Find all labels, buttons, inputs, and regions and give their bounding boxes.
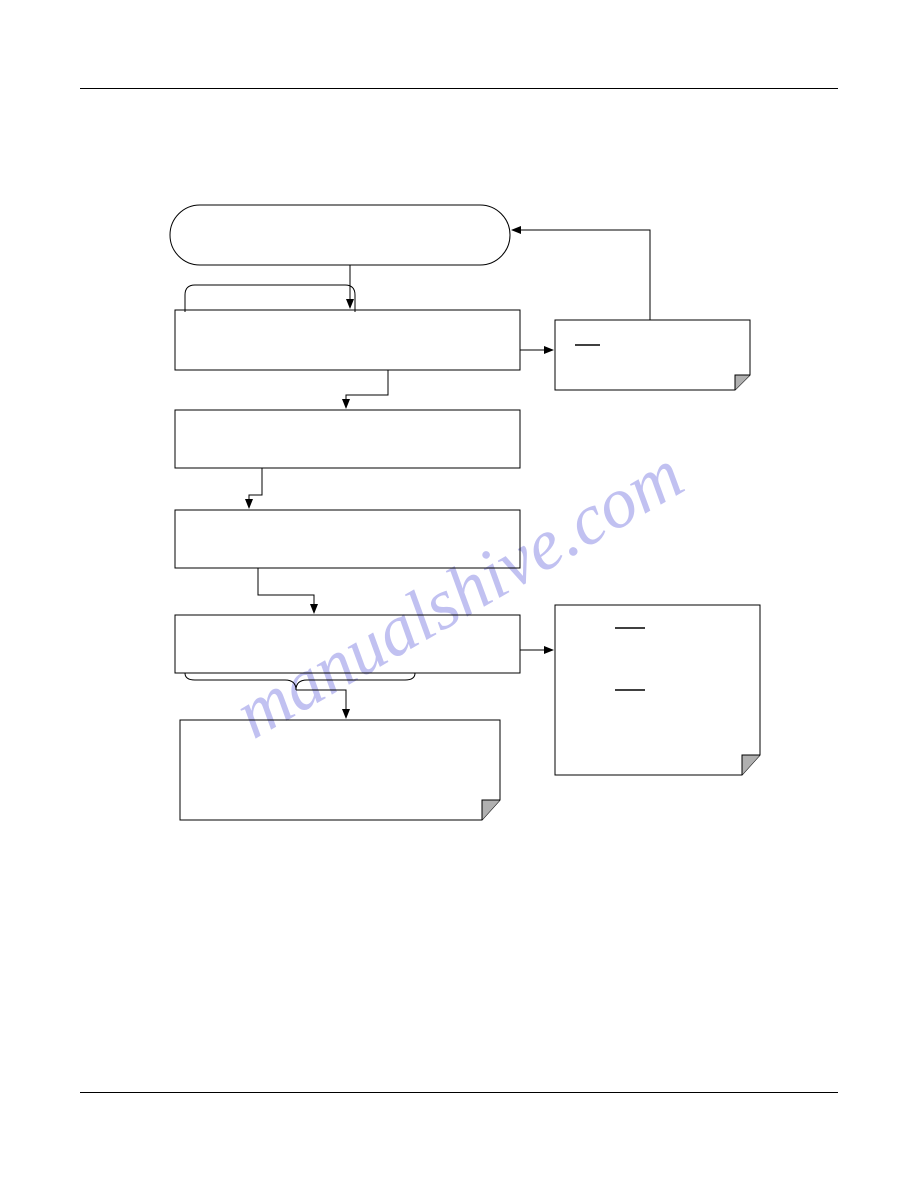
process-node-3 <box>175 510 520 568</box>
process-node-1 <box>175 310 520 370</box>
edge-process2-process3 <box>249 468 262 508</box>
bracket-process4 <box>185 673 415 690</box>
document-node-3 <box>180 720 500 820</box>
terminal-node <box>170 205 510 265</box>
flowchart-svg <box>0 0 918 1188</box>
edge-process3-process4 <box>258 568 314 613</box>
flowchart <box>0 0 918 1188</box>
document-node-1 <box>555 320 750 390</box>
process-node-2 <box>175 410 520 468</box>
process-node-4 <box>175 615 520 673</box>
edge-process1-process2 <box>346 370 388 408</box>
edge-document1-terminal <box>512 230 650 320</box>
tab-node <box>185 285 355 312</box>
edge-bracket-document3 <box>296 690 346 718</box>
document-node-2 <box>555 605 760 775</box>
